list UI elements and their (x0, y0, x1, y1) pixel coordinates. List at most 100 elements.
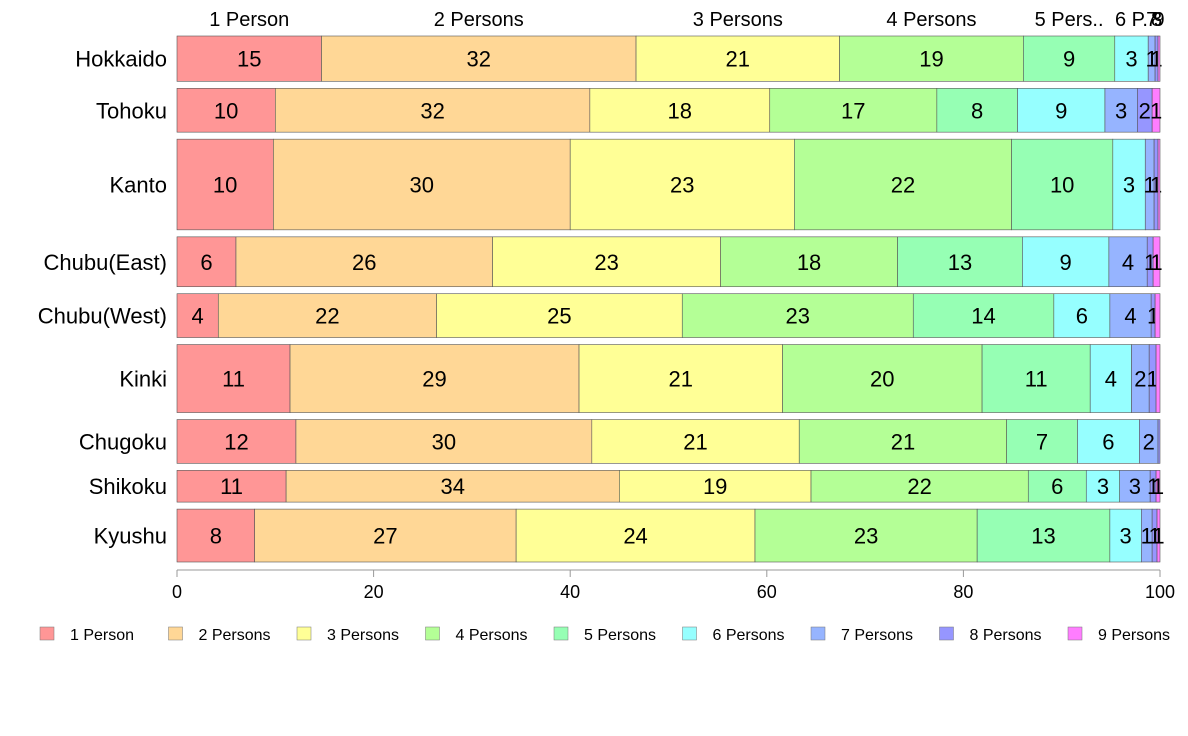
bar-segment-5-3 (782, 344, 983, 413)
segment-label-4-2: 25 (547, 304, 571, 329)
top-label-0: 1 Person (209, 9, 289, 31)
bar-segment-2-4 (1011, 138, 1114, 231)
top-label-2: 3 Persons (693, 9, 783, 31)
x-tick-label-2: 40 (560, 582, 580, 602)
legend-label-2: 3 Persons (327, 627, 399, 644)
segment-label-0-1: 32 (467, 47, 491, 72)
segment-label-1-2: 18 (668, 98, 692, 123)
legend-swatch-0 (39, 626, 55, 641)
segment-label-6-4: 7 (1036, 429, 1048, 454)
segment-label-8-0: 8 (210, 524, 222, 549)
segment-label-7-0: 11 (220, 474, 243, 499)
category-label-5: Kinki (119, 367, 167, 392)
category-label-4: Chubu(West) (38, 304, 167, 329)
legend-label-6: 7 Persons (841, 627, 913, 644)
segment-label-3-4: 13 (948, 250, 972, 275)
bar-segment-7-8 (1155, 470, 1161, 503)
x-tick-label-5: 100 (1145, 582, 1175, 602)
segment-label-2-7: 1 (1150, 173, 1162, 198)
top-label-8: 9 (1153, 9, 1164, 31)
bar-segment-1-3 (769, 88, 938, 133)
category-label-1: Tohoku (96, 98, 167, 123)
segment-label-6-3: 21 (891, 429, 915, 454)
legend-swatch-5 (682, 626, 697, 641)
segment-label-7-8: 1 (1152, 474, 1164, 499)
segment-label-1-5: 9 (1055, 98, 1067, 123)
bar-segment-6-0 (176, 419, 297, 464)
segment-label-0-0: 15 (237, 47, 261, 72)
bar-segment-4-6 (1109, 293, 1152, 338)
segment-label-5-5: 4 (1105, 367, 1117, 392)
segment-label-2-6: 1 (1144, 173, 1156, 198)
bar-segment-8-0 (176, 508, 255, 563)
bar-segment-3-6 (1108, 236, 1148, 288)
legend-label-5: 6 Persons (713, 627, 785, 644)
segment-label-8-2: 24 (623, 524, 647, 549)
bar-segment-0-8 (1157, 35, 1161, 82)
segment-label-3-6: 4 (1122, 250, 1134, 275)
bar-segment-5-2 (578, 344, 783, 413)
segment-label-4-4: 14 (971, 304, 995, 329)
bar-segment-2-2 (569, 138, 795, 231)
bar-segment-3-2 (492, 236, 721, 288)
segment-label-6-0: 12 (224, 429, 248, 454)
top-label-4: 5 Pers.. (1035, 9, 1104, 31)
top-label-7: 8 (1151, 9, 1162, 31)
legend-label-0: 1 Person (70, 627, 134, 644)
bar-segment-8-5 (1109, 508, 1142, 563)
segment-label-7-5: 3 (1097, 474, 1109, 499)
bar-segment-1-4 (936, 88, 1018, 133)
bar-segment-5-5 (1089, 344, 1132, 413)
segment-label-1-0: 10 (214, 98, 238, 123)
bar-segment-6-4 (1006, 419, 1078, 464)
segment-label-1-3: 17 (841, 98, 865, 123)
segment-label-7-3: 22 (907, 474, 931, 499)
bar-segment-6-2 (591, 419, 800, 464)
legend-swatch-2 (296, 626, 312, 641)
bar-segment-7-3 (810, 470, 1029, 503)
segment-label-8-1: 27 (373, 524, 397, 549)
segment-label-1-7: 2 (1139, 98, 1151, 123)
segment-label-3-3: 18 (797, 250, 821, 275)
bar-segment-2-5 (1112, 138, 1146, 231)
segment-label-0-6: 1 (1146, 47, 1158, 72)
bar-segment-3-8 (1152, 236, 1161, 288)
segment-label-2-2: 23 (670, 173, 694, 198)
bar-segment-5-8 (1155, 344, 1161, 413)
legend-label-1: 2 Persons (199, 627, 271, 644)
category-label-7: Shikoku (89, 474, 167, 499)
bar-segment-1-0 (176, 88, 276, 133)
bar-segment-2-3 (794, 138, 1012, 231)
bar-segment-8-1 (254, 508, 517, 563)
bar-segment-3-3 (720, 236, 898, 288)
category-label-0: Hokkaido (75, 47, 167, 72)
segment-label-1-1: 32 (420, 98, 444, 123)
bar-segment-3-1 (235, 236, 493, 288)
bar-segment-4-0 (176, 293, 219, 338)
segment-label-5-4: 11 (1025, 367, 1048, 392)
bar-segment-2-0 (176, 138, 274, 231)
bar-segment-6-1 (295, 419, 593, 464)
segment-label-4-0: 4 (192, 304, 204, 329)
top-label-3: 4 Persons (886, 9, 976, 31)
bar-segment-6-5 (1077, 419, 1140, 464)
segment-label-8-6: 1 (1141, 524, 1153, 549)
legend-label-7: 8 Persons (970, 627, 1042, 644)
segment-label-5-1: 29 (422, 367, 446, 392)
segment-label-2-3: 22 (891, 173, 915, 198)
segment-label-2-0: 10 (213, 173, 237, 198)
segment-label-7-4: 6 (1051, 474, 1063, 499)
top-label-5: 6 P. (1115, 9, 1148, 31)
legend-label-3: 4 Persons (456, 627, 528, 644)
bar-segment-0-2 (635, 35, 840, 82)
bar-segment-4-8 (1154, 293, 1161, 338)
segment-label-6-5: 6 (1102, 429, 1114, 454)
legend-swatch-3 (425, 626, 440, 641)
segment-label-4-3: 23 (786, 304, 810, 329)
bar-segment-4-2 (436, 293, 683, 338)
legend-swatch-6 (810, 626, 826, 641)
bar-segment-4-4 (912, 293, 1055, 338)
segment-label-7-6: 3 (1129, 474, 1141, 499)
segment-label-0-2: 21 (726, 47, 750, 72)
